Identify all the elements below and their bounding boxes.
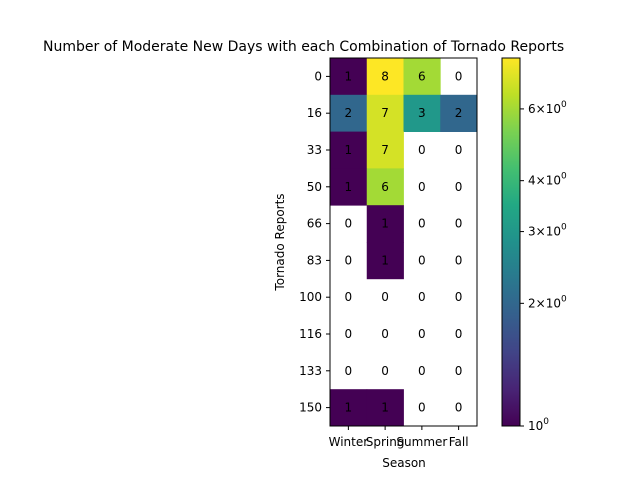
y-tick-label: 66 [307,217,322,231]
cell-value-label: 0 [455,69,463,83]
y-tick-label: 100 [299,290,322,304]
cell-value-label: 0 [345,217,353,231]
x-tick-label: Fall [449,435,469,449]
x-tick-label: Winter [329,435,369,449]
cell-value-label: 0 [345,364,353,378]
y-tick-label: 133 [299,364,322,378]
heatmap-cell [366,389,404,427]
colorbar-tick-label: 6×100 [528,100,567,116]
cell-value-label: 0 [455,401,463,415]
chart-title: Number of Moderate New Days with each Co… [43,39,564,55]
heatmap-cell [330,131,368,169]
cell-value-label: 0 [418,290,426,304]
cell-value-label: 0 [455,364,463,378]
heatmap-cell [330,94,368,132]
cell-value-label: 0 [418,253,426,267]
cell-value-label: 1 [381,217,389,231]
colorbar-tick-label: 3×100 [528,223,567,239]
x-axis-label: Season [382,456,426,470]
cell-value-label: 0 [455,180,463,194]
cell-value-label: 6 [418,69,426,83]
plot-frame [329,57,478,427]
x-tick-label: Summer [396,435,447,449]
cell-value-label: 7 [381,143,389,157]
heatmap-cells [330,58,478,427]
cell-value-label: 7 [381,106,389,120]
heatmap-cell [403,94,441,132]
cell-value-label: 0 [345,253,353,267]
heatmap-cell [366,168,404,206]
y-tick-label: 16 [307,106,322,120]
heatmap-cell [366,205,404,243]
heatmap-cell [330,389,368,427]
cell-value-label: 0 [418,143,426,157]
cell-value-label: 0 [455,217,463,231]
cell-value-label: 0 [418,217,426,231]
heatmap-cell [366,58,404,96]
cell-value-label: 6 [381,180,389,194]
cell-value-label: 0 [455,253,463,267]
heatmap-cell [440,94,478,132]
y-tick-label: 50 [307,180,322,194]
y-axis: 0 16 33 50 66 83 100 116 133 150 [299,69,330,415]
colorbar-tick-label: 100 [528,417,549,433]
colorbar-tick-label: 4×100 [528,172,567,188]
cell-value-label: 1 [345,69,353,83]
cell-value-label: 0 [418,327,426,341]
heatmap-cell-labels: 1 8 6 0 2 7 3 2 1 7 0 0 1 6 0 0 0 1 0 0 0 1 0 0 0 0 0 0 0 0 0 0 0 0 0 0 1 1 0 0 [345,69,463,414]
heatmap-cell [330,58,368,96]
cell-value-label: 0 [381,364,389,378]
cell-value-label: 0 [455,143,463,157]
cell-value-label: 2 [455,106,463,120]
heatmap-cell [366,94,404,132]
cell-value-label: 0 [345,327,353,341]
colorbar-tick-label: 2×100 [528,294,567,310]
x-tick-label: Spring [366,435,405,449]
cell-value-label: 0 [381,327,389,341]
cell-value-label: 0 [418,180,426,194]
cell-value-label: 1 [345,401,353,415]
colorbar [501,57,521,427]
y-tick-label: 83 [307,253,322,267]
heatmap-cell [403,58,441,96]
cell-value-label: 0 [418,364,426,378]
cell-value-label: 0 [381,290,389,304]
cell-value-label: 8 [381,69,389,83]
cell-value-label: 1 [345,180,353,194]
heatmap-cell [330,168,368,206]
cell-value-label: 0 [455,327,463,341]
y-axis-label: Tornado Reports [273,193,287,291]
cell-value-label: 2 [345,106,353,120]
cell-value-label: 0 [455,290,463,304]
y-tick-label: 0 [314,69,322,83]
cell-value-label: 1 [345,143,353,157]
cell-value-label: 0 [418,401,426,415]
colorbar-ticks: 100 2×100 3×100 4×100 6×100 [520,100,567,433]
y-tick-label: 116 [299,327,322,341]
y-tick-label: 33 [307,143,322,157]
heatmap-cell [366,242,404,280]
y-tick-label: 150 [299,401,322,415]
heatmap-cell [366,131,404,169]
cell-value-label: 1 [381,253,389,267]
cell-value-label: 1 [381,401,389,415]
cell-value-label: 3 [418,106,426,120]
cell-value-label: 0 [345,290,353,304]
